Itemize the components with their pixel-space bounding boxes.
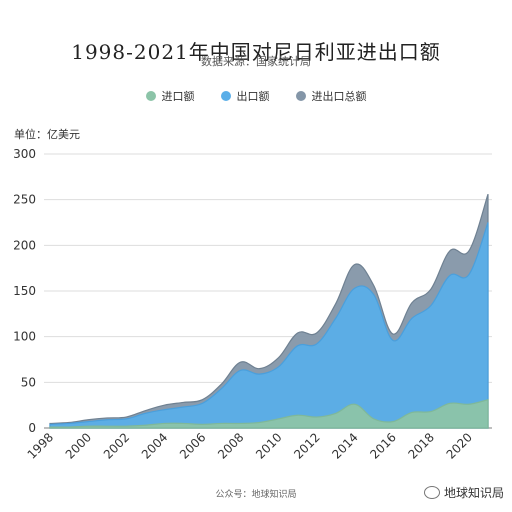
legend-item-export[interactable]: 出口额	[220, 88, 270, 104]
chart-title: 1998-2021年中国对尼日利亚进出口额	[71, 40, 441, 64]
y-tick-label: 150	[13, 284, 36, 298]
y-tick-label: 50	[21, 375, 36, 389]
legend-item-total[interactable]: 进出口总额	[295, 88, 367, 104]
x-tick-label: 2000	[63, 430, 94, 461]
brand-mark: 地球知识局	[423, 484, 504, 501]
y-tick-label: 100	[13, 330, 36, 344]
legend-item-import[interactable]: 进口额	[145, 88, 195, 104]
x-tick-label: 2008	[215, 430, 246, 461]
brand-label: 地球知识局	[443, 486, 504, 500]
x-tick-label: 2004	[139, 430, 170, 461]
x-tick-label: 2014	[329, 430, 360, 461]
area-export	[49, 222, 489, 429]
legend-label-import: 进口额	[161, 90, 195, 103]
y-tick-label: 300	[13, 147, 36, 161]
x-tick-label: 2016	[367, 430, 398, 461]
y-tick-label: 250	[13, 193, 36, 207]
area-import	[49, 398, 489, 429]
chart-subtitle: 数据来源：国家统计局	[201, 55, 311, 68]
x-axis-ticks: 1998 2000 2002 2004 2006 2008 2010 2012 2014 2016…	[25, 430, 475, 461]
circle-icon	[295, 91, 306, 101]
x-tick-label: 2006	[177, 430, 208, 461]
x-tick-label: 2002	[101, 430, 132, 461]
x-tick-label: 2010	[253, 430, 284, 461]
circle-icon	[220, 91, 231, 101]
y-tick-label: 0	[28, 421, 36, 435]
x-tick-label: 2012	[291, 430, 322, 461]
footer-source: 公众号：地球知识局	[215, 490, 297, 500]
area-series	[49, 193, 489, 429]
chart-legend: 进口额 出口额 进出口总额	[0, 88, 512, 104]
circle-icon	[145, 91, 156, 101]
x-tick-label: 2018	[405, 430, 436, 461]
wechat-icon	[423, 486, 440, 499]
y-axis-ticks: 0 50 100 150 200 250 300	[13, 147, 36, 435]
x-tick-label: 2020	[444, 430, 475, 461]
legend-label-total: 进出口总额	[311, 90, 367, 103]
y-tick-label: 200	[13, 238, 36, 252]
legend-label-export: 出口额	[236, 90, 270, 103]
y-axis-unit-label: 单位：亿美元	[14, 128, 80, 141]
